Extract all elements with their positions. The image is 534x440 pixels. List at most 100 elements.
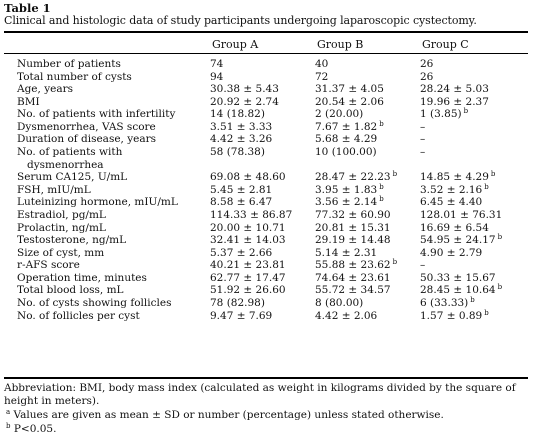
cell-group-b: 7.67 ± 1.82 b: [315, 119, 384, 134]
cell-value: –: [420, 259, 426, 272]
row-label-text: No. of cysts showing follicles: [17, 296, 172, 309]
row-label-text: Duration of disease, years: [17, 133, 157, 146]
cell-group-b: 74.64 ± 23.61: [315, 272, 391, 285]
cell-group-b: 20.54 ± 2.06: [315, 96, 384, 109]
cell-value: 2 (20.00): [315, 108, 364, 121]
cell-value: 29.19 ± 14.48: [315, 234, 391, 247]
table-row: No. of patients with dysmenorrhea 58 (78.3…: [0, 146, 534, 171]
table-row: No. of cysts showing follicles 78 (82.98)…: [0, 295, 534, 310]
cell-group-a: 94: [210, 71, 223, 84]
row-label-text: Size of cyst, mm: [17, 246, 105, 259]
table-body: Number of patients 74 40 26 Total number of …: [0, 58, 534, 322]
cell-group-b: 5.68 ± 4.29: [315, 133, 377, 146]
cell-value: 4.90 ± 2.79: [420, 246, 483, 259]
row-label-text: Operation time, minutes: [17, 271, 147, 284]
cell-group-a: 69.08 ± 48.60: [210, 171, 286, 184]
cell-value: 7.67 ± 1.82: [315, 120, 378, 133]
cell-group-a: 78 (82.98): [210, 297, 265, 310]
cell-group-a: 8.58 ± 6.47: [210, 196, 272, 209]
table-row: Luteinizing hormone, mIU/mL 8.58 ± 6.47 3.…: [0, 196, 534, 209]
footnote-b-mark: b: [6, 422, 11, 430]
cell-value: 1 (3.85): [420, 108, 462, 121]
cell-value: –: [420, 146, 426, 159]
row-label: Age, years: [17, 83, 73, 96]
significance-mark: b: [379, 119, 384, 128]
cell-value: 114.33 ± 86.87: [210, 208, 293, 221]
cell-group-c: 28.45 ± 10.64 b: [420, 284, 502, 297]
table-row: Estradiol, pg/mL 114.33 ± 86.87 77.32 ± 60…: [0, 209, 534, 222]
cell-value: 40.21 ± 23.81: [210, 259, 286, 272]
cell-group-c: 28.24 ± 5.03: [420, 83, 489, 96]
table-row: r-AFS score 40.21 ± 23.81 55.88 ± 23.62 b –: [0, 259, 534, 272]
table-row: Number of patients 74 40 26: [0, 58, 534, 71]
cell-group-b: 2 (20.00): [315, 108, 363, 121]
cell-value: 5.37 ± 2.66: [210, 246, 273, 259]
table-row: No. of patients with infertility 14 (18.8…: [0, 108, 534, 121]
table-bottom-rule: [4, 377, 528, 379]
cell-group-a: 40.21 ± 23.81: [210, 259, 286, 272]
table-row: Operation time, minutes 62.77 ± 17.47 74.6…: [0, 272, 534, 285]
row-label-text: Age, years: [17, 83, 74, 96]
row-label: Serum CA125, U/mL: [17, 171, 127, 184]
row-label-continuation: dysmenorrhea: [27, 158, 104, 171]
row-label: Number of patients: [17, 58, 121, 71]
cell-value: 5.45 ± 2.81: [210, 183, 273, 196]
cell-value: 58 (78.38): [210, 146, 265, 159]
cell-group-c: 6.45 ± 4.40: [420, 196, 482, 209]
cell-value: 28.45 ± 10.64: [420, 284, 496, 297]
row-label-text: Serum CA125, U/mL: [17, 171, 128, 184]
significance-mark: b: [463, 107, 469, 116]
table-row: FSH, mIU/mL 5.45 ± 2.81 3.95 ± 1.83 b 3.52 ±…: [0, 182, 534, 197]
cell-value: 30.38 ± 5.43: [210, 83, 279, 96]
cell-value: 28.24 ± 5.03: [420, 83, 489, 96]
footnote-abbreviation: Abbreviation: BMI, body mass index (calc…: [4, 382, 516, 407]
cell-value: 3.51 ± 3.33: [210, 120, 273, 133]
row-label-text: Estradiol, pg/mL: [17, 208, 106, 221]
significance-mark: b: [484, 182, 489, 191]
row-label: No. of patients with dysmenorrhea: [17, 146, 207, 171]
cell-group-b: 20.81 ± 15.31: [315, 222, 391, 235]
cell-value: 3.95 ± 1.83: [315, 183, 378, 196]
cell-value: 20.00 ± 10.71: [210, 221, 286, 234]
table-label: Table 1: [4, 1, 51, 15]
row-label: No. of follicles per cyst: [17, 310, 140, 323]
cell-group-c: –: [420, 259, 425, 272]
cell-value: 1.57 ± 0.89: [420, 309, 483, 322]
cell-group-c: 19.96 ± 2.37: [420, 96, 489, 109]
cell-value: 55.72 ± 34.57: [315, 284, 391, 297]
cell-group-a: 58 (78.38): [210, 146, 265, 159]
cell-group-b: 55.88 ± 23.62 b: [315, 259, 397, 272]
row-label: Operation time, minutes: [17, 272, 147, 285]
row-label: Total number of cysts: [17, 71, 132, 84]
cell-group-c: 14.85 ± 4.29 b: [420, 171, 495, 184]
cell-group-b: 4.42 ± 2.06: [315, 310, 377, 323]
cell-group-c: 26: [420, 58, 433, 71]
cell-value: 20.54 ± 2.06: [315, 95, 384, 108]
table-row: Dysmenorrhea, VAS score 3.51 ± 3.33 7.67 ±…: [0, 119, 534, 134]
cell-group-a: 20.00 ± 10.71: [210, 222, 286, 235]
cell-group-b: 72: [315, 71, 328, 84]
cell-value: 32.41 ± 14.03: [210, 234, 286, 247]
cell-group-c: 50.33 ± 15.67: [420, 272, 496, 285]
row-label: Size of cyst, mm: [17, 247, 104, 260]
cell-value: 5.14 ± 2.31: [315, 246, 378, 259]
row-label-text: No. of patients with: [17, 146, 123, 159]
cell-group-a: 9.47 ± 7.69: [210, 310, 272, 323]
footnote-a: a Values are given as mean ± SD or numbe…: [4, 409, 532, 422]
row-label: Dysmenorrhea, VAS score: [17, 121, 156, 134]
significance-mark: b: [470, 295, 475, 304]
cell-value: 5.68 ± 4.29: [315, 133, 378, 146]
footnote-b-text: P<0.05.: [13, 423, 57, 435]
cell-group-a: 5.37 ± 2.66: [210, 247, 272, 260]
footnote-b: b P<0.05.: [4, 423, 532, 436]
cell-group-a: 62.77 ± 17.47: [210, 272, 286, 285]
row-label: Total blood loss, mL: [17, 284, 124, 297]
row-label-text: Luteinizing hormone, mIU/mL: [17, 196, 178, 209]
cell-group-c: 3.52 ± 2.16 b: [420, 182, 489, 197]
row-label: BMI: [17, 96, 40, 109]
row-label: No. of patients with infertility: [17, 108, 175, 121]
table-row: Age, years 30.38 ± 5.43 31.37 ± 4.05 28.24 …: [0, 83, 534, 96]
cell-value: 78 (82.98): [210, 296, 265, 309]
row-label-text: No. of patients with infertility: [17, 108, 176, 121]
